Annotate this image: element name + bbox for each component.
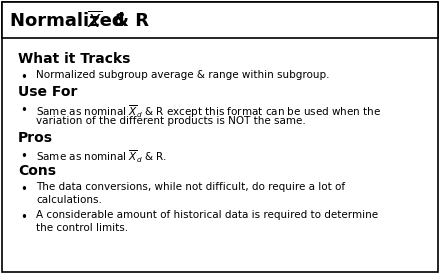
Text: variation of the different products is NOT the same.: variation of the different products is N… [36,116,306,126]
Text: Pros: Pros [18,131,53,145]
Text: •: • [21,211,27,224]
Text: Same as nominal $\overline{X}_{d}$ & R.: Same as nominal $\overline{X}_{d}$ & R. [36,149,167,165]
Text: What it Tracks: What it Tracks [18,52,130,66]
Text: Use For: Use For [18,85,77,99]
Text: Cons: Cons [18,164,56,178]
Text: A considerable amount of historical data is required to determine: A considerable amount of historical data… [36,210,378,220]
Text: The data conversions, while not difficult, do require a lot of: The data conversions, while not difficul… [36,182,345,192]
Text: calculations.: calculations. [36,195,102,205]
Text: & R: & R [107,12,149,30]
Text: Same as nominal $\overline{X}_{d}$ & R except this format can be used when the: Same as nominal $\overline{X}_{d}$ & R e… [36,103,381,119]
Text: •: • [21,104,27,117]
Text: •: • [21,71,27,84]
Text: Normalized subgroup average & range within subgroup.: Normalized subgroup average & range with… [36,70,330,80]
Text: •: • [21,150,27,163]
Text: Normalized: Normalized [10,12,131,30]
Text: •: • [21,183,27,196]
Bar [2,2,438,38]
Text: the control limits.: the control limits. [36,223,128,233]
Text: $\overline{X}$: $\overline{X}$ [87,11,103,32]
